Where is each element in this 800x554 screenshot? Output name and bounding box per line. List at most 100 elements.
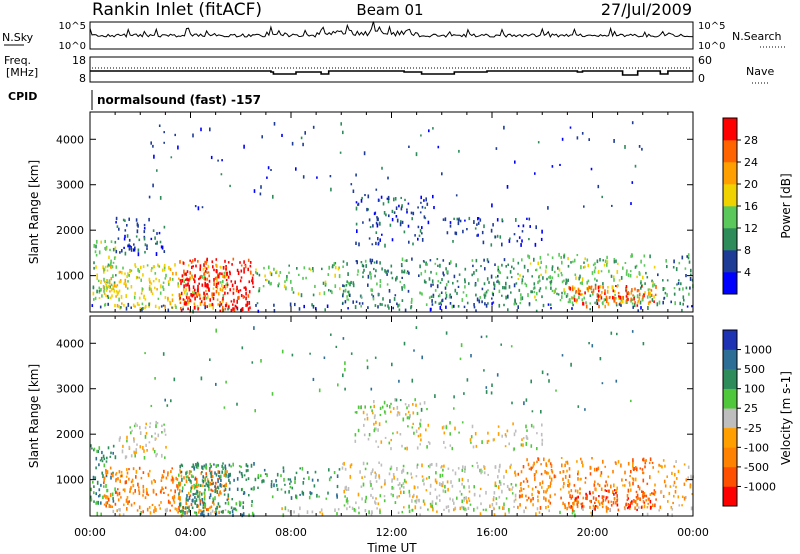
- echo-cell: [346, 501, 349, 505]
- echo-cell: [573, 294, 576, 299]
- echo-cell: [220, 173, 223, 176]
- echo-cell: [681, 504, 683, 507]
- echo-cell: [189, 259, 191, 262]
- echo-cell: [108, 503, 111, 508]
- echo-cell: [209, 358, 211, 361]
- echo-cell: [574, 513, 576, 518]
- echo-cell: [646, 295, 649, 299]
- echo-cell: [166, 507, 168, 512]
- echo-cell: [484, 292, 487, 295]
- echo-cell: [561, 291, 563, 295]
- echo-cell: [568, 506, 570, 509]
- echo-cell: [361, 476, 363, 479]
- echo-cell: [640, 506, 643, 509]
- echo-cell: [203, 464, 206, 468]
- echo-cell: [618, 295, 620, 298]
- colorbar-swatch: [723, 250, 737, 273]
- echo-cell: [106, 247, 108, 250]
- echo-cell: [194, 258, 196, 262]
- echo-cell: [142, 273, 144, 277]
- echo-cell: [536, 432, 538, 435]
- echo-cell: [184, 303, 186, 306]
- x-tick-label: 00:00: [74, 526, 106, 539]
- echo-cell: [365, 264, 367, 268]
- x-axis-label: Time UT: [366, 541, 417, 554]
- echo-cell: [186, 510, 188, 515]
- echo-cell: [211, 482, 213, 486]
- echo-cell: [347, 298, 350, 301]
- echo-cell: [174, 507, 177, 511]
- echo-cell: [240, 269, 243, 273]
- echo-cell: [96, 511, 99, 516]
- echo-cell: [233, 478, 235, 482]
- echo-cell: [452, 469, 454, 472]
- echo-cell: [550, 477, 553, 482]
- echo-cell: [349, 464, 352, 469]
- echo-cell: [415, 403, 417, 407]
- echo-cell: [327, 491, 329, 495]
- echo-cell: [344, 288, 347, 293]
- echo-cell: [124, 278, 127, 283]
- echo-cell: [358, 302, 361, 305]
- echo-cell: [218, 281, 220, 284]
- echo-cell: [199, 276, 201, 280]
- echo-cell: [232, 307, 234, 311]
- power-ylabel: Slant Range [km]: [27, 160, 41, 264]
- echo-cell: [370, 471, 372, 476]
- echo-cell: [282, 466, 285, 470]
- echo-cell: [466, 228, 468, 231]
- echo-cell: [517, 472, 520, 476]
- echo-cell: [194, 500, 196, 504]
- echo-cell: [204, 266, 206, 269]
- echo-cell: [198, 293, 201, 297]
- echo-cell: [533, 286, 536, 290]
- echo-cell: [584, 476, 587, 480]
- echo-cell: [519, 490, 521, 493]
- echo-cell: [572, 287, 574, 292]
- echo-cell: [406, 211, 408, 214]
- echo-cell: [452, 240, 454, 243]
- echo-cell: [258, 273, 261, 277]
- echo-cell: [653, 489, 656, 492]
- echo-cell: [302, 491, 305, 496]
- echo-cell: [138, 303, 140, 307]
- echo-cell: [229, 272, 231, 276]
- echo-cell: [222, 296, 224, 301]
- echo-cell: [438, 293, 441, 298]
- echo-cell: [446, 480, 449, 484]
- echo-cell: [532, 503, 534, 507]
- echo-cell: [406, 208, 408, 211]
- echo-cell: [204, 465, 207, 469]
- echo-cell: [177, 485, 180, 489]
- echo-cell: [393, 297, 396, 301]
- echo-cell: [445, 425, 448, 430]
- echo-cell: [294, 302, 296, 307]
- echo-cell: [156, 240, 158, 245]
- echo-cell: [379, 284, 382, 288]
- echo-cell: [210, 465, 212, 468]
- echo-cell: [190, 480, 192, 485]
- echo-cell: [401, 269, 403, 274]
- echo-cell: [590, 499, 592, 504]
- echo-cell: [318, 292, 321, 296]
- echo-cell: [140, 511, 142, 515]
- echo-cell: [473, 493, 476, 497]
- echo-cell: [375, 231, 378, 234]
- cpid-value: normalsound (fast) -157: [97, 93, 261, 107]
- echo-cell: [503, 258, 506, 262]
- echo-cell: [679, 301, 681, 306]
- echo-cell: [289, 485, 292, 489]
- echo-cell: [522, 465, 525, 469]
- echo-cell: [297, 513, 300, 517]
- echo-cell: [521, 281, 523, 285]
- echo-cell: [103, 476, 106, 480]
- echo-cell: [605, 299, 608, 303]
- echo-cell: [576, 502, 578, 506]
- echo-cell: [602, 498, 604, 503]
- echo-cell: [554, 475, 557, 478]
- echo-cell: [117, 498, 120, 502]
- echo-cell: [204, 494, 206, 497]
- echo-cell: [513, 283, 516, 288]
- echo-cell: [496, 218, 499, 222]
- echo-cell: [649, 292, 651, 296]
